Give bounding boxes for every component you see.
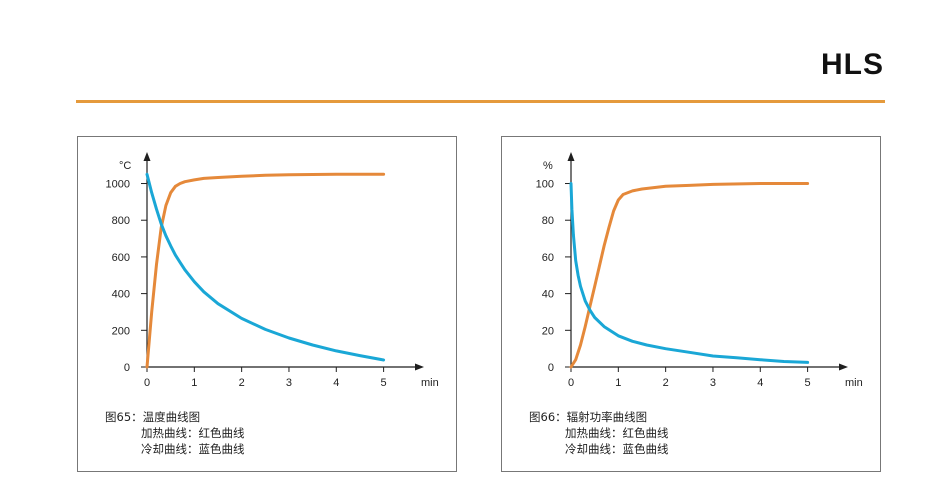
caption-cooling-note: 冷却曲线：蓝色曲线 xyxy=(141,442,245,456)
x-tick-label: 2 xyxy=(663,377,669,389)
y-tick-label: 20 xyxy=(542,325,554,337)
brand-logo-text: HLS xyxy=(821,48,884,81)
header-divider xyxy=(76,100,885,103)
y-tick-label: 600 xyxy=(112,252,130,264)
x-axis-unit-label: min xyxy=(845,377,863,389)
y-tick-label: 80 xyxy=(542,215,554,227)
y-tick-label: 60 xyxy=(542,252,554,264)
y-tick-label: 200 xyxy=(112,325,130,337)
y-tick-label: 0 xyxy=(548,362,554,374)
y-axis-arrow xyxy=(143,152,151,161)
y-axis-unit-label: % xyxy=(543,160,553,172)
x-axis-arrow xyxy=(839,363,848,371)
y-axis-unit-label: °C xyxy=(119,160,131,172)
heating-curve-line xyxy=(145,172,386,369)
chart-panel-temperature: 0 200 400 600 800 1000 °C 0 1 2 3 4 5 min 图65：温度曲线图 加… xyxy=(77,136,457,472)
caption-cooling-note: 冷却曲线：蓝色曲线 xyxy=(565,442,669,456)
x-tick-label: 1 xyxy=(615,377,621,389)
x-tick-label: 0 xyxy=(568,377,574,389)
x-tick-label: 3 xyxy=(710,377,716,389)
x-tick-label: 3 xyxy=(286,377,292,389)
y-tick-label: 40 xyxy=(542,289,554,301)
caption-title: 图66：辐射功率曲线图 xyxy=(529,410,648,424)
y-tick-label: 800 xyxy=(112,215,130,227)
caption-heating-note: 加热曲线：红色曲线 xyxy=(565,426,669,440)
x-axis-unit-label: min xyxy=(421,377,439,389)
y-tick-label: 0 xyxy=(124,362,130,374)
y-axis-arrow xyxy=(567,152,575,161)
cooling-curve-line xyxy=(569,182,810,364)
y-tick-label: 100 xyxy=(536,179,554,191)
caption-title: 图65：温度曲线图 xyxy=(105,410,201,424)
x-tick-label: 0 xyxy=(144,377,150,389)
x-tick-label: 5 xyxy=(381,377,387,389)
radiation-power-chart: 0 20 40 60 80 100% 0 1 2 3 4 5 min xyxy=(536,152,863,389)
heating-curve-line xyxy=(569,182,810,369)
x-tick-label: 4 xyxy=(757,377,763,389)
temperature-chart: 0 200 400 600 800 1000 °C 0 1 2 3 4 5 min xyxy=(106,152,439,389)
x-tick-label: 4 xyxy=(333,377,339,389)
x-tick-label: 5 xyxy=(805,377,811,389)
y-tick-label: 1000 xyxy=(106,179,130,191)
chart-panel-radiation: 0 20 40 60 80 100% 0 1 2 3 4 5 min 图66：辐射功率曲线图 加热曲线：… xyxy=(501,136,881,472)
x-axis-arrow xyxy=(415,363,424,371)
chart-caption: 图66：辐射功率曲线图 加热曲线：红色曲线 冷却曲线：蓝色曲线 xyxy=(529,409,669,457)
chart-caption: 图65：温度曲线图 加热曲线：红色曲线 冷却曲线：蓝色曲线 xyxy=(105,409,245,457)
x-tick-label: 2 xyxy=(239,377,245,389)
cooling-curve-line xyxy=(145,172,386,362)
x-tick-label: 1 xyxy=(191,377,197,389)
y-tick-label: 400 xyxy=(112,289,130,301)
caption-heating-note: 加热曲线：红色曲线 xyxy=(141,426,245,440)
